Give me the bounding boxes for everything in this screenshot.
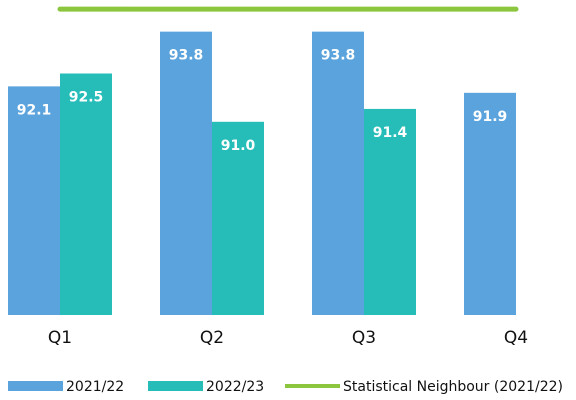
legend-label: 2022/23	[206, 379, 264, 395]
value-label: 93.8	[321, 48, 356, 64]
value-label: 92.1	[17, 102, 52, 118]
bar	[8, 86, 60, 315]
value-label: 91.9	[473, 109, 508, 125]
bar	[160, 31, 212, 315]
x-tick-label: Q2	[200, 328, 224, 348]
bar	[60, 73, 112, 315]
legend-label: 2021/22	[66, 379, 124, 395]
x-tick-label: Q3	[352, 328, 376, 348]
legend-swatch	[8, 381, 63, 391]
legend-swatch	[148, 381, 203, 391]
value-label: 92.5	[69, 90, 104, 106]
value-label: 91.0	[221, 138, 256, 154]
value-label: 91.4	[373, 125, 408, 141]
x-tick-label: Q1	[48, 328, 72, 348]
bar	[464, 92, 516, 315]
value-label: 93.8	[169, 48, 204, 64]
bar	[212, 121, 264, 315]
legend-label: Statistical Neighbour (2021/22)	[343, 379, 563, 395]
x-tick-label: Q4	[504, 328, 528, 348]
bar	[312, 31, 364, 315]
bar	[364, 108, 416, 315]
